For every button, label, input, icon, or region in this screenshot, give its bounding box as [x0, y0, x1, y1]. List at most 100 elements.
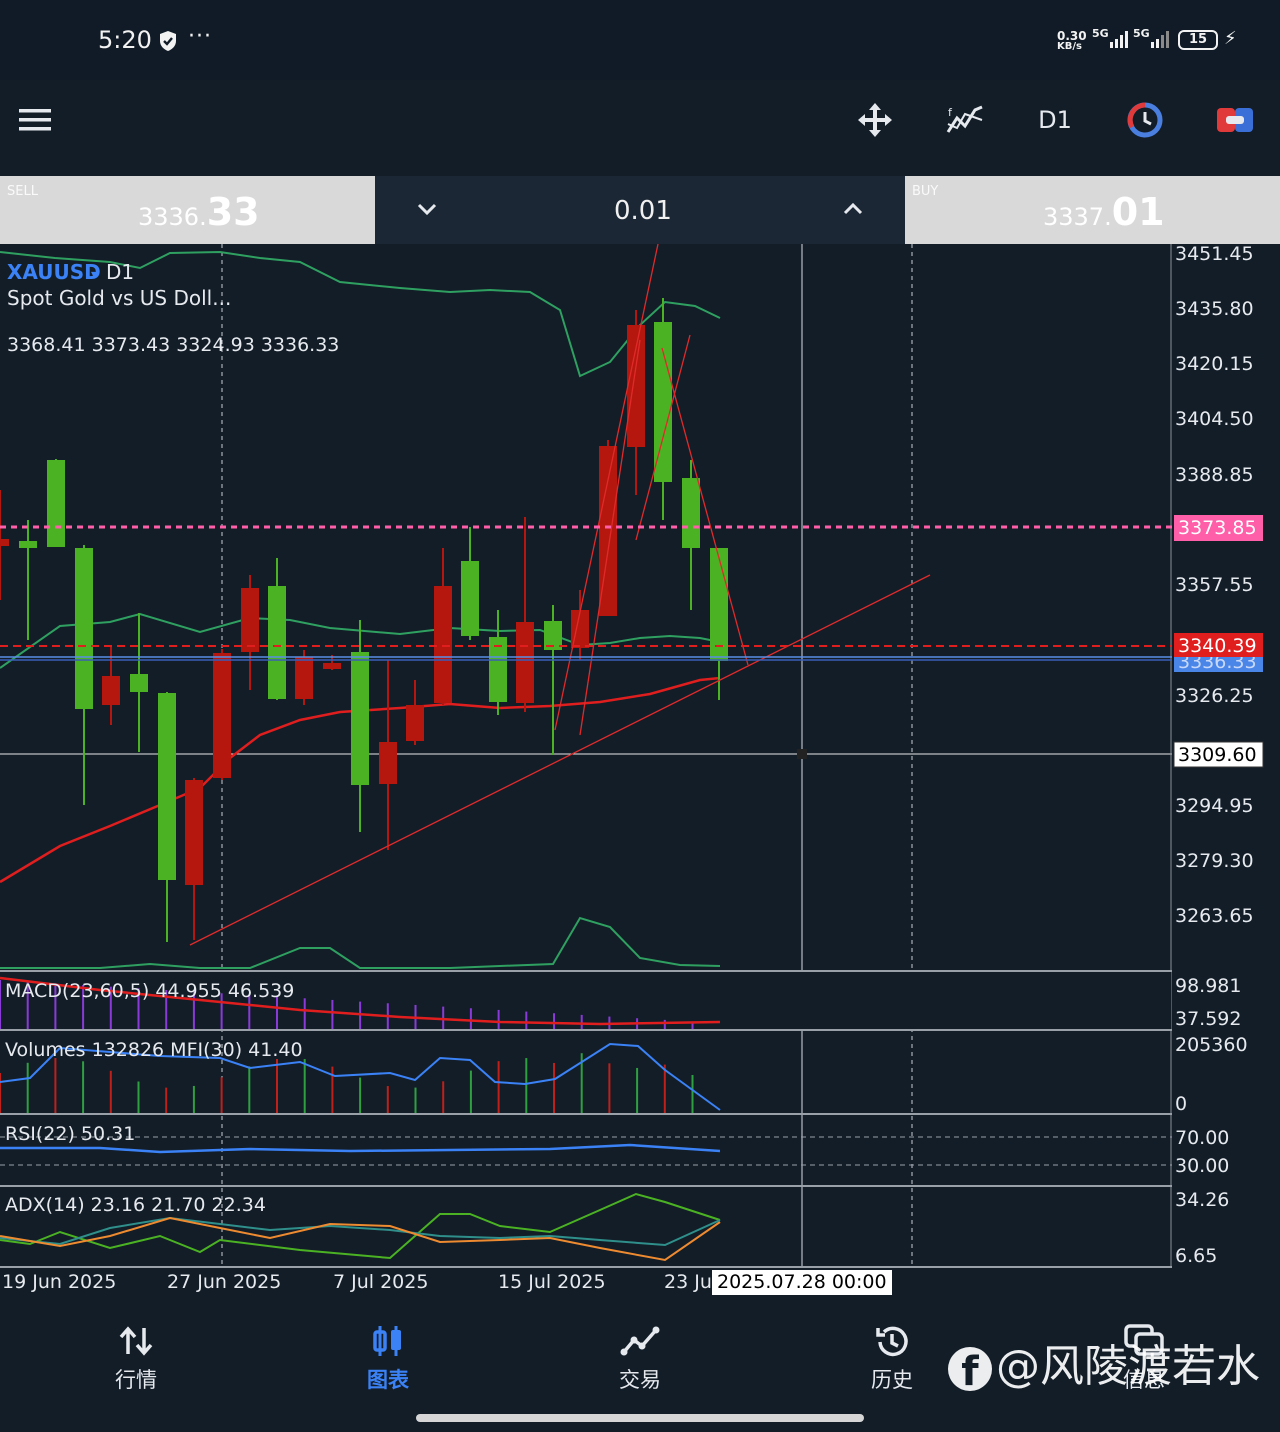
nav-history[interactable]: 历史 — [812, 1304, 972, 1400]
nav-chart-label: 图表 — [367, 1368, 409, 1392]
nav-chart[interactable]: 图表 — [308, 1304, 468, 1400]
bear-candle — [379, 660, 397, 850]
adx-plus-di-line — [0, 1192, 721, 1260]
bull-candle — [654, 298, 672, 520]
mfi-line — [0, 1042, 721, 1111]
symbol-caret-icon: ▾ — [91, 267, 98, 283]
price-tick: 3294.95 — [1175, 795, 1254, 817]
lot-size-value[interactable]: 0.01 — [614, 196, 672, 226]
svg-text:f: f — [948, 106, 953, 119]
lot-increase-icon[interactable] — [843, 202, 863, 216]
one-click-trading-icon — [1217, 108, 1253, 132]
bull-candle — [682, 460, 700, 610]
bear-candle — [627, 310, 645, 495]
adx-minus-di-line — [0, 1216, 721, 1262]
indicators-button[interactable]: f — [930, 80, 1000, 160]
nav-quotes-label: 行情 — [115, 1368, 157, 1392]
signal-bars-icon — [1110, 31, 1128, 48]
bull-candle — [75, 545, 93, 805]
bear-candle — [516, 517, 534, 712]
bull-candle — [19, 520, 37, 640]
bear-candle — [0, 490, 9, 600]
nav-messages-label: 信息 — [1123, 1368, 1165, 1392]
more-notifications-icon: ··· — [188, 24, 212, 49]
symbol-timeframe: D1 — [106, 260, 134, 284]
crosshair-date-badge: 2025.07.28 00:00 — [712, 1270, 892, 1295]
timer-button[interactable] — [1110, 80, 1180, 160]
bear-candle — [102, 645, 120, 725]
nav-quotes[interactable]: 行情 — [56, 1304, 216, 1400]
rsi-scale-bottom: 30.00 — [1175, 1155, 1229, 1177]
price-chart[interactable]: 3451.45 3435.80 3420.15 3404.50 3388.85 … — [0, 244, 1280, 1304]
trendline — [661, 347, 749, 666]
nav-trade[interactable]: 交易 — [560, 1304, 720, 1400]
bull-candle — [544, 605, 562, 755]
price-axis: 3451.45 3435.80 3420.15 3404.50 3388.85 … — [1175, 244, 1254, 927]
net-speed-unit: KB/s — [1057, 41, 1082, 52]
chart-icon — [373, 1326, 401, 1356]
crosshair-button[interactable] — [840, 80, 910, 160]
rsi-scale-top: 70.00 — [1175, 1127, 1229, 1149]
ohlc-values: 3368.41 3373.43 3324.93 3336.33 — [7, 334, 339, 356]
shield-icon — [160, 31, 176, 51]
status-bar: 5:20 ··· 0.30 KB/s 5G 5G 15 ⚡ — [0, 0, 1280, 80]
net-speed-value: 0.30 — [1057, 29, 1087, 43]
trade-icon — [620, 1326, 660, 1356]
status-time: 5:20 — [98, 26, 152, 54]
price-tick: 3435.80 — [1175, 298, 1254, 320]
rsi-line — [0, 1143, 721, 1154]
bear-candle — [571, 590, 589, 660]
bear-candle — [185, 778, 203, 940]
buy-price: 3337.01 — [1043, 190, 1165, 234]
pink-line-badge: 3373.85 — [1174, 515, 1263, 541]
macd-label: MACD(23,60,5) 44.955 46.539 — [5, 980, 294, 1002]
timeframe-label: D1 — [1038, 106, 1072, 134]
moving-average-line — [0, 676, 721, 884]
buy-button[interactable]: BUY 3337.01 — [905, 176, 1280, 244]
symbol-name: XAUUSD — [7, 260, 101, 284]
trendline — [635, 334, 691, 541]
symbol-description: Spot Gold vs US Doll... — [7, 286, 231, 310]
bull-candle — [461, 527, 479, 640]
menu-button[interactable] — [0, 80, 70, 160]
home-indicator[interactable] — [416, 1414, 864, 1422]
price-tick: 3388.85 — [1175, 464, 1254, 486]
volumes-label: Volumes 132826 MFI(30) 41.40 — [5, 1039, 303, 1061]
volumes-scale-bottom: 0 — [1175, 1093, 1187, 1115]
price-tick: 3404.50 — [1175, 408, 1254, 430]
indicators-icon: f — [946, 105, 983, 133]
date-tick: 27 Jun 2025 — [167, 1271, 281, 1293]
trendline — [189, 574, 931, 946]
bottom-navigation: 行情 图表 交易 历史 信息 — [0, 1304, 1280, 1404]
bear-candle — [295, 650, 313, 705]
trendline — [579, 339, 641, 736]
bull-candle — [489, 610, 507, 715]
one-click-trade-bar: SELL 3336.33 0.01 BUY 3337.01 — [0, 176, 1280, 244]
price-tick: 3263.65 — [1175, 905, 1254, 927]
adx-label: ADX(14) 23.16 21.70 22.34 — [5, 1194, 266, 1216]
red-line-badge: 3340.39 — [1174, 633, 1263, 657]
nav-history-label: 历史 — [871, 1368, 913, 1392]
bear-candle — [434, 548, 452, 705]
adx-scale-bottom: 6.65 — [1175, 1245, 1217, 1267]
svg-text:3309.60: 3309.60 — [1178, 744, 1257, 766]
sell-label: SELL — [7, 184, 38, 199]
price-tick: 3420.15 — [1175, 353, 1254, 375]
lot-decrease-icon[interactable] — [417, 202, 437, 216]
chart-toolbar: f D1 — [0, 80, 1280, 176]
volumes-scale-top: 205360 — [1175, 1034, 1248, 1056]
timeframe-button[interactable]: D1 — [1020, 80, 1090, 160]
crosshair-price-badge: 3309.60 — [1173, 741, 1264, 768]
nav-messages[interactable]: 信息 — [1064, 1304, 1224, 1400]
bear-candle — [213, 649, 231, 780]
battery-icon: 15 — [1178, 30, 1218, 50]
facebook-logo-icon: f — [948, 1347, 992, 1395]
quotes-icon — [119, 1326, 153, 1356]
bull-candle — [158, 692, 176, 942]
timer-icon — [1127, 102, 1163, 138]
watermark: f @风陵渡若水 — [948, 1330, 1260, 1395]
adx-line — [0, 1216, 721, 1247]
price-tick: 3279.30 — [1175, 850, 1254, 872]
sell-button[interactable]: SELL 3336.33 — [0, 176, 375, 244]
one-click-trading-button[interactable] — [1200, 80, 1270, 160]
